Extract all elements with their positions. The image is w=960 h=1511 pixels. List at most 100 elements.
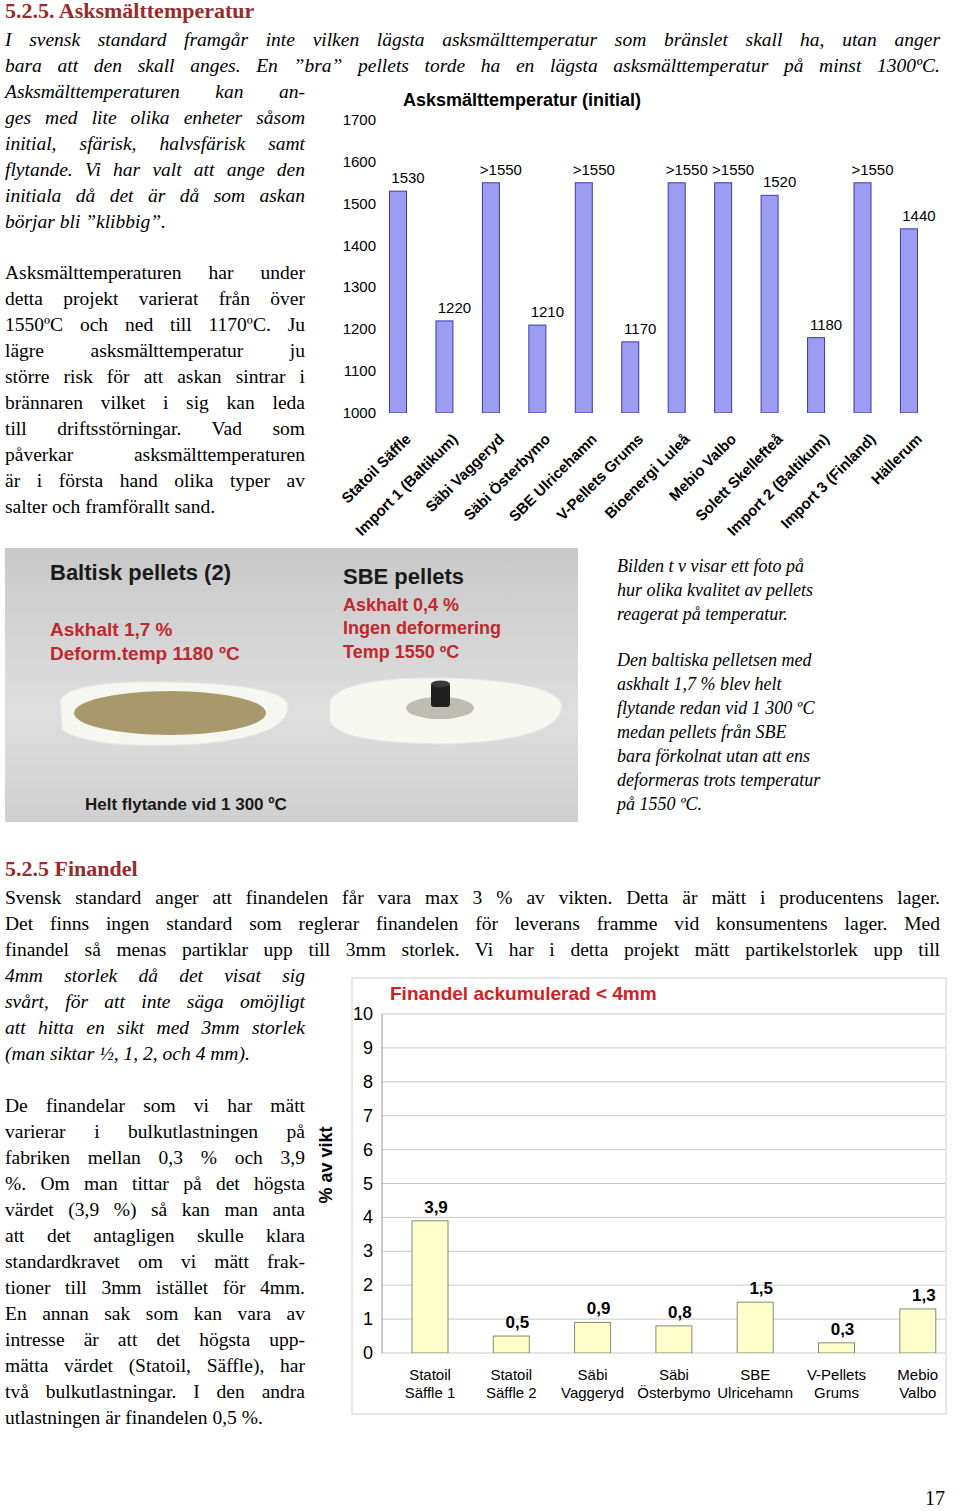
text-line: initiala då det är då som askan bbox=[5, 185, 305, 207]
text-line: initial, sfärisk, halvsfärisk samt bbox=[5, 133, 305, 155]
label-line: Vaggeryd bbox=[561, 1384, 624, 1401]
label-line: Österbymo bbox=[637, 1384, 710, 1401]
tick-label: 6 bbox=[363, 1140, 373, 1160]
label-line: Säbi bbox=[578, 1366, 608, 1383]
photo-label: Temp 1550 ºC bbox=[343, 642, 459, 662]
data-label: 1210 bbox=[531, 303, 564, 320]
bar bbox=[575, 183, 592, 413]
data-label: 3,9 bbox=[424, 1198, 448, 1217]
chart-title: Finandel ackumulerad < 4mm bbox=[390, 983, 657, 1004]
text-line: flytande redan vid 1 300 ºC bbox=[617, 697, 814, 719]
text-line: standardkravet om vi mätt frak- bbox=[5, 1251, 305, 1273]
bar bbox=[808, 338, 825, 413]
data-label: 1520 bbox=[763, 173, 796, 190]
text-line: Bilden t v visar ett foto på bbox=[617, 555, 804, 577]
tick-label: 1500 bbox=[343, 195, 376, 212]
grid-line bbox=[382, 1014, 945, 1015]
text-line: detta projekt varierat från över bbox=[5, 288, 305, 310]
data-label: 1,5 bbox=[749, 1279, 773, 1298]
photo: Baltisk pellets (2)Askhalt 1,7 %Deform.t… bbox=[5, 548, 578, 822]
category-label: StatoilSäffle 2 bbox=[486, 1366, 537, 1401]
data-label: 0,5 bbox=[505, 1313, 529, 1332]
bar bbox=[737, 1302, 773, 1353]
category-label: SäbiÖsterbymo bbox=[637, 1366, 710, 1401]
bar bbox=[715, 183, 732, 413]
tick-label: 1000 bbox=[343, 404, 376, 421]
category-label: V-Pellets Grums bbox=[553, 430, 646, 523]
text-line: finandel så menas partiklar upp till 3mm… bbox=[5, 939, 940, 961]
page: Baltisk pellets (2)Askhalt 1,7 %Deform.t… bbox=[0, 0, 960, 1511]
data-label: >1550 bbox=[666, 161, 708, 178]
photo-label: SBE pellets bbox=[343, 564, 464, 589]
text-line: två bulkutlastningar. I den andra bbox=[5, 1381, 305, 1403]
label-line: V-Pellets bbox=[807, 1366, 866, 1383]
label-line: Säffle 1 bbox=[405, 1384, 456, 1401]
bar bbox=[436, 321, 453, 413]
text-line: Svensk standard anger att finandelen får… bbox=[5, 887, 940, 909]
category-label: Import 3 (Finland) bbox=[777, 430, 879, 532]
chart-ash-melting: Asksmälttemperatur (initial)100011001200… bbox=[338, 90, 936, 539]
photo-label: Deform.temp 1180 ºC bbox=[50, 643, 240, 664]
data-label: 1220 bbox=[438, 299, 471, 316]
axis-line bbox=[382, 1014, 383, 1353]
photo-label: Helt flytande vid 1 300 ºC bbox=[85, 795, 287, 814]
text-line: 1550ºC och ned till 1170ºC. Ju bbox=[5, 314, 305, 336]
category-label: SBEUlricehamn bbox=[717, 1366, 793, 1401]
tick-label: 7 bbox=[363, 1106, 373, 1126]
category-label: Säbi Österbymo bbox=[460, 430, 553, 523]
text-line: reagerat på temperatur. bbox=[617, 603, 788, 625]
tick-label: 2 bbox=[363, 1275, 373, 1295]
tick-label: 8 bbox=[363, 1072, 373, 1092]
sample-plate bbox=[60, 682, 288, 746]
text-line: värdet (3,9 %) så kan man anta bbox=[5, 1199, 305, 1221]
label-line: Grums bbox=[814, 1384, 859, 1401]
text-line: (man siktar ½, 1, 2, och 4 mm). bbox=[5, 1043, 250, 1065]
text-line: I svensk standard framgår inte vilken lä… bbox=[5, 29, 940, 51]
text-line: lägre asksmälttemperatur ju bbox=[5, 340, 305, 362]
text-line: Asksmälttemperaturen har under bbox=[5, 262, 305, 284]
text-line: salter och framförallt sand. bbox=[5, 496, 215, 518]
bar bbox=[900, 229, 917, 413]
text-line: bara att den skall anges. En ”bra” pelle… bbox=[5, 55, 940, 77]
melted-ash bbox=[74, 691, 266, 735]
tick-label: 3 bbox=[363, 1241, 373, 1261]
bar bbox=[622, 342, 639, 413]
data-label: 1170 bbox=[624, 320, 656, 337]
text-line: En annan sak som kan vara av bbox=[5, 1303, 305, 1325]
bar bbox=[656, 1326, 692, 1353]
bar bbox=[390, 191, 407, 413]
data-label: 0,3 bbox=[831, 1320, 855, 1339]
grid-line bbox=[382, 1149, 945, 1150]
bar bbox=[854, 183, 871, 413]
chart-fines: Finandel ackumulerad < 4mm% av vikt01234… bbox=[316, 978, 946, 1414]
label-line: SBE bbox=[740, 1366, 770, 1383]
sample-plate bbox=[330, 678, 562, 744]
chart-frame bbox=[352, 978, 946, 1414]
label-line: Statoil bbox=[490, 1366, 532, 1383]
text-line: tioner till 3mm istället för 4mm. bbox=[5, 1277, 305, 1299]
text-line: askhalt 1,7 % blev helt bbox=[617, 673, 781, 695]
text-line: 4mm storlek då det visat sig bbox=[5, 965, 305, 987]
text-line: att hitta en sikt med 3mm storlek bbox=[5, 1017, 305, 1039]
label-line: Säbi bbox=[659, 1366, 689, 1383]
text-line: 5.2.5 Finandel bbox=[5, 858, 138, 880]
tick-label: 1400 bbox=[343, 237, 376, 254]
data-label: >1550 bbox=[712, 161, 754, 178]
grid-line bbox=[382, 1183, 945, 1184]
data-label: 1530 bbox=[391, 169, 424, 186]
category-label: StatoilSäffle 1 bbox=[405, 1366, 456, 1401]
text-line: börjar bli ”klibbig”. bbox=[5, 211, 166, 233]
bar bbox=[819, 1343, 855, 1353]
data-label: >1550 bbox=[573, 161, 615, 178]
grid-line bbox=[382, 1217, 945, 1218]
grid-line bbox=[382, 1047, 945, 1048]
photo-label: Baltisk pellets (2) bbox=[50, 560, 231, 585]
text-line: Asksmälttemperaturen kan an- bbox=[5, 81, 305, 103]
data-label: >1550 bbox=[480, 161, 522, 178]
bar bbox=[900, 1309, 936, 1353]
text-line: till driftsstörningar. Vad som bbox=[5, 418, 305, 440]
tick-label: 1600 bbox=[343, 153, 376, 170]
data-label: 1180 bbox=[810, 316, 842, 333]
text-line: ges med lite olika enheter såsom bbox=[5, 107, 305, 129]
grid-line bbox=[382, 1251, 945, 1252]
